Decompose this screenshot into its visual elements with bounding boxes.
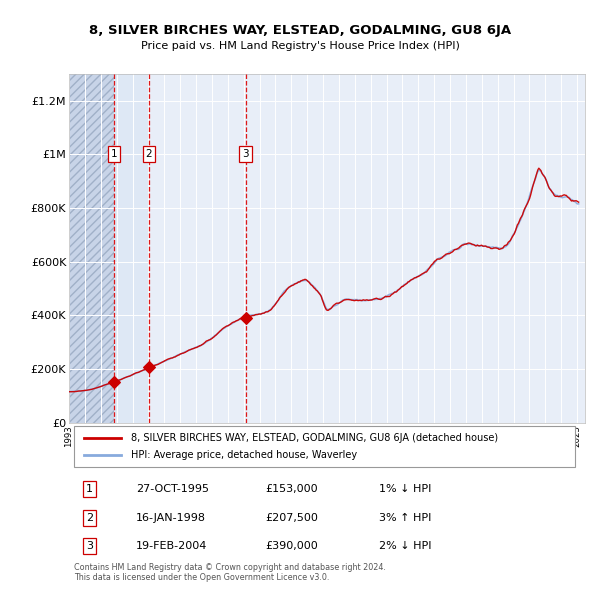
Text: 3: 3 [242,149,249,159]
Text: 27-OCT-1995: 27-OCT-1995 [136,484,209,494]
Text: £390,000: £390,000 [265,541,318,551]
Text: 1: 1 [110,149,117,159]
Text: 19-FEB-2004: 19-FEB-2004 [136,541,208,551]
Text: Price paid vs. HM Land Registry's House Price Index (HPI): Price paid vs. HM Land Registry's House … [140,41,460,51]
Text: 2% ↓ HPI: 2% ↓ HPI [379,541,431,551]
Text: 8, SILVER BIRCHES WAY, ELSTEAD, GODALMING, GU8 6JA: 8, SILVER BIRCHES WAY, ELSTEAD, GODALMIN… [89,24,511,37]
Point [109,377,119,386]
Text: 1% ↓ HPI: 1% ↓ HPI [379,484,431,494]
Text: HPI: Average price, detached house, Waverley: HPI: Average price, detached house, Wave… [131,450,357,460]
FancyBboxPatch shape [74,426,575,467]
Text: 3% ↑ HPI: 3% ↑ HPI [379,513,431,523]
Text: £153,000: £153,000 [265,484,318,494]
Text: 2: 2 [146,149,152,159]
Text: Contains HM Land Registry data © Crown copyright and database right 2024.: Contains HM Land Registry data © Crown c… [74,563,386,572]
Bar [114,74,149,422]
Text: 1: 1 [86,484,93,494]
Text: 8, SILVER BIRCHES WAY, ELSTEAD, GODALMING, GU8 6JA (detached house): 8, SILVER BIRCHES WAY, ELSTEAD, GODALMIN… [131,433,498,443]
Text: This data is licensed under the Open Government Licence v3.0.: This data is licensed under the Open Gov… [74,573,329,582]
Text: £207,500: £207,500 [265,513,318,523]
Text: 3: 3 [86,541,93,551]
Text: 16-JAN-1998: 16-JAN-1998 [136,513,206,523]
Point [241,313,251,323]
Bar [69,74,114,422]
Text: 2: 2 [86,513,93,523]
Point [144,362,154,372]
